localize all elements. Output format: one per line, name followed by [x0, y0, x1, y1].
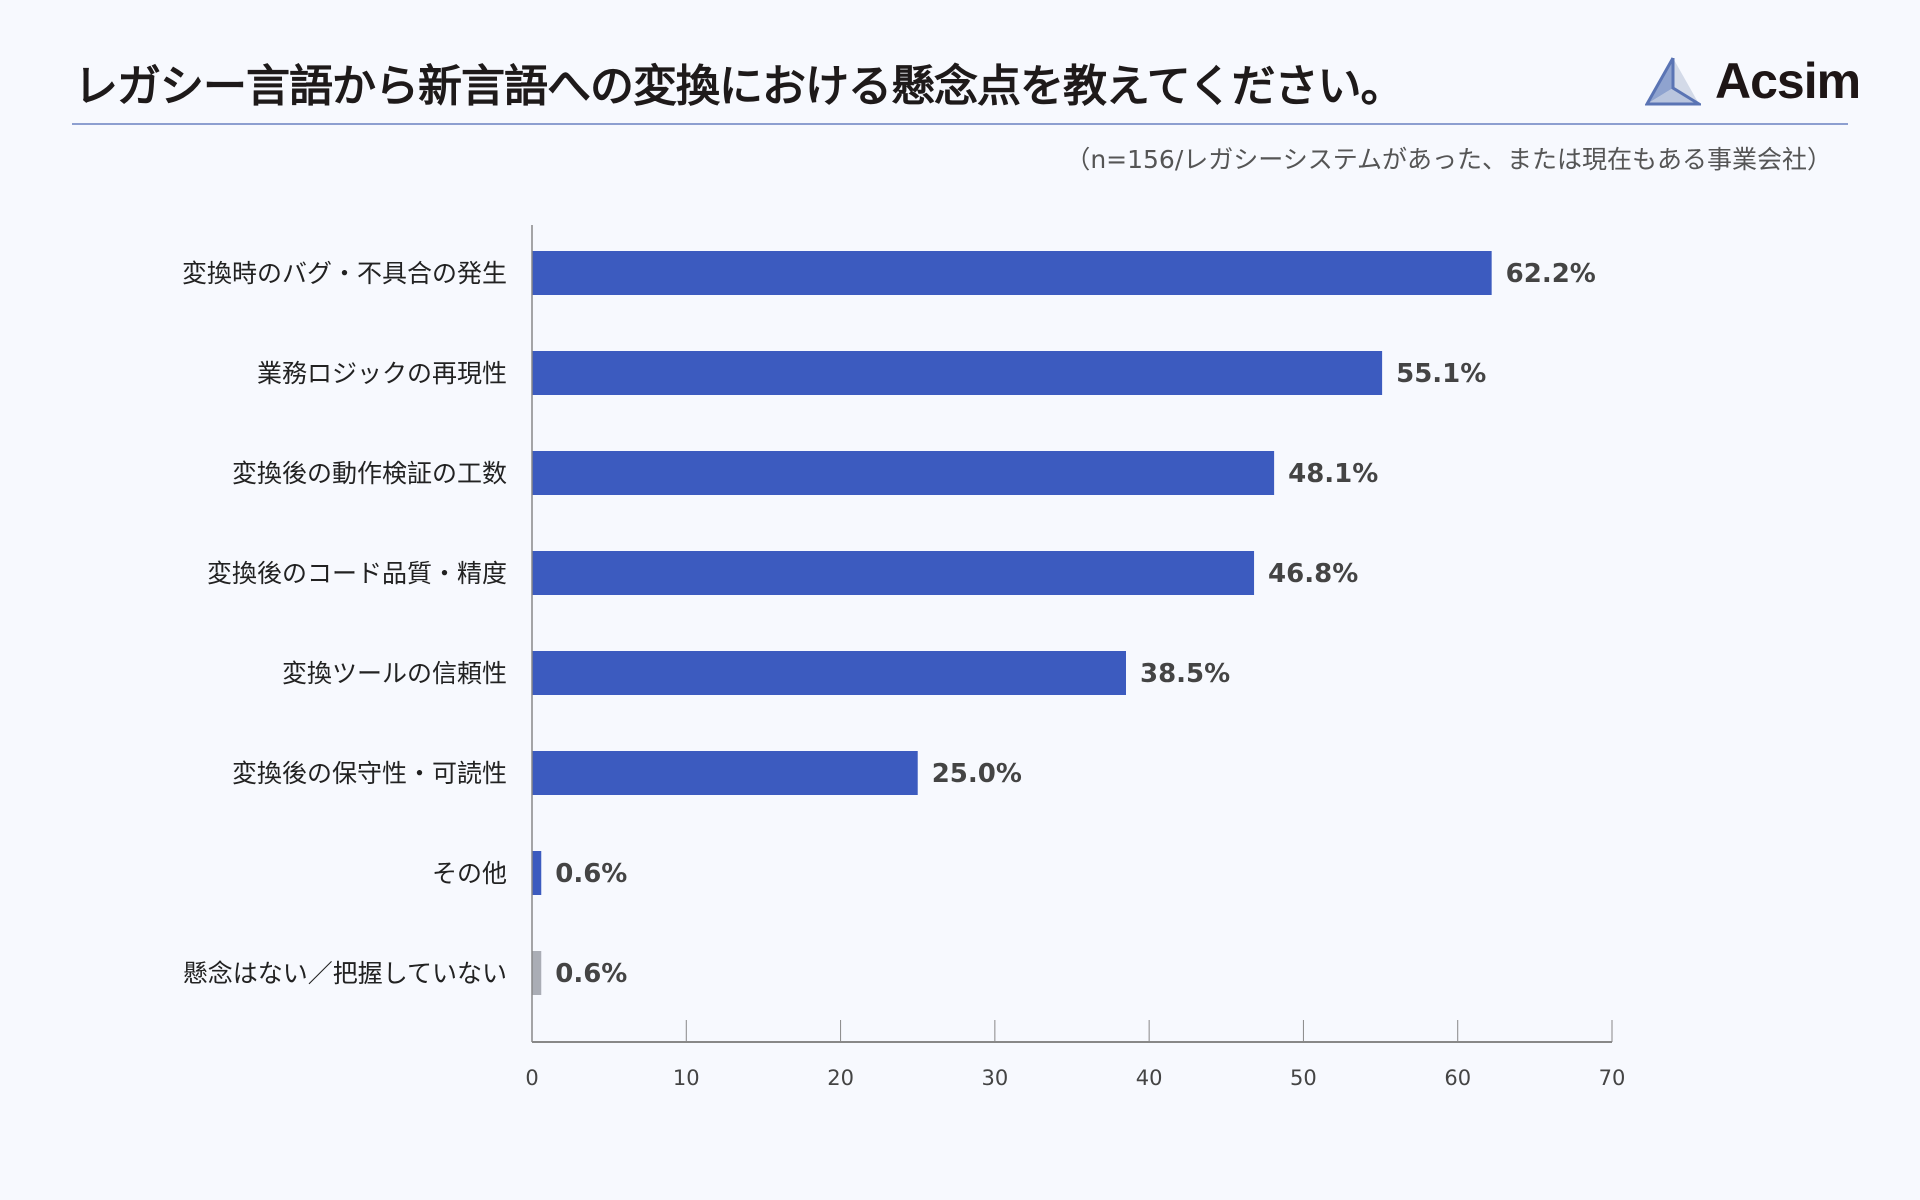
value-label: 38.5%: [1140, 659, 1230, 689]
category-label: 変換時のバグ・不具合の発生: [182, 259, 507, 288]
logo-triangle-icon: [1645, 57, 1701, 106]
value-label: 25.0%: [932, 759, 1022, 789]
x-tick-label: 40: [1136, 1066, 1163, 1090]
category-label: 変換後の保守性・可読性: [232, 759, 507, 788]
bar: [532, 451, 1275, 495]
category-label: 変換ツールの信頼性: [282, 659, 507, 688]
x-tick-label: 20: [827, 1066, 854, 1090]
bar: [532, 751, 918, 795]
category-label: その他: [432, 859, 507, 888]
value-label: 48.1%: [1288, 459, 1378, 489]
acsim-logo: Acsim: [1645, 52, 1861, 110]
bar: [532, 951, 542, 995]
x-tick-label: 10: [673, 1066, 700, 1090]
title-divider: [72, 123, 1848, 125]
category-label: 業務ロジックの再現性: [257, 359, 507, 388]
category-label: 変換後の動作検証の工数: [232, 459, 507, 488]
x-tick-label: 60: [1444, 1066, 1471, 1090]
bar: [532, 551, 1255, 595]
bar: [532, 351, 1383, 395]
bar: [532, 251, 1492, 295]
value-label: 62.2%: [1506, 259, 1596, 289]
logo-text: Acsim: [1715, 53, 1861, 109]
category-label: 変換後のコード品質・精度: [207, 559, 507, 588]
x-tick-label: 0: [525, 1066, 538, 1090]
chart-title: レガシー言語から新言語への変換における懸念点を教えてください。: [74, 61, 1404, 112]
value-label: 0.6%: [555, 859, 627, 889]
bar: [532, 851, 542, 895]
x-tick-label: 30: [981, 1066, 1008, 1090]
x-tick-label: 50: [1290, 1066, 1317, 1090]
value-label: 55.1%: [1396, 359, 1486, 389]
bar: [532, 651, 1126, 695]
value-label: 0.6%: [555, 959, 627, 989]
x-tick-label: 70: [1599, 1066, 1626, 1090]
value-label: 46.8%: [1268, 559, 1358, 589]
category-label: 懸念はない／把握していない: [183, 959, 507, 988]
sample-note: （n=156/レガシーシステムがあった、または現在もある事業会社）: [1065, 145, 1832, 174]
